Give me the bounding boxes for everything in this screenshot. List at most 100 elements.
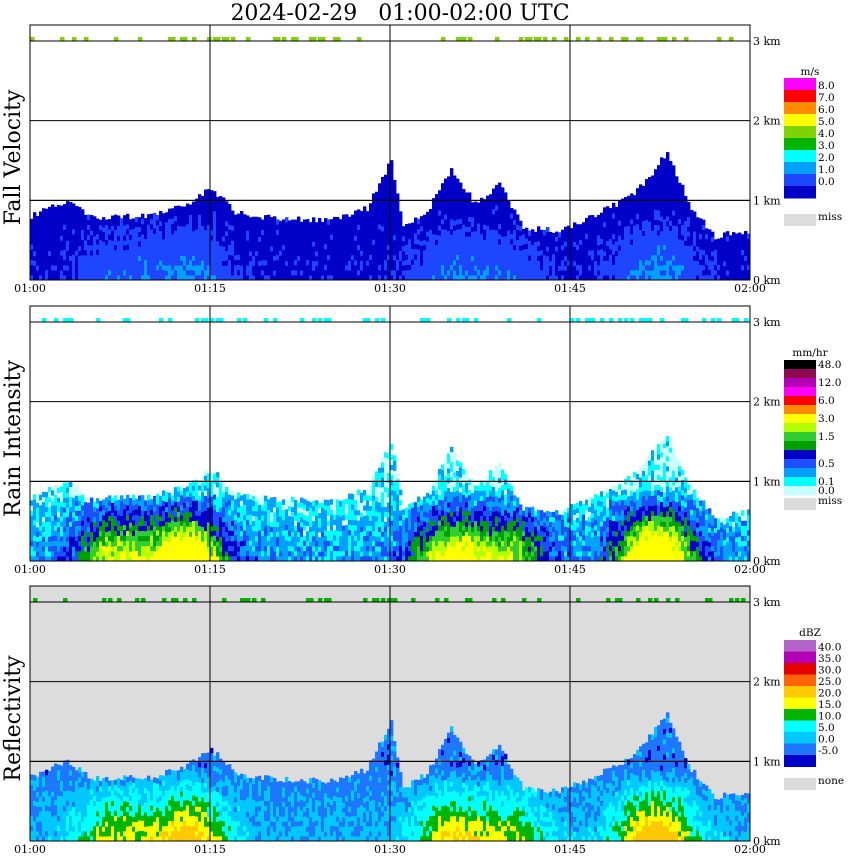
data-cell [39,245,43,251]
data-cell [642,265,646,271]
data-cell [294,239,298,246]
data-cell [288,235,292,241]
data-cell [156,530,160,536]
data-cell [282,550,286,557]
data-cell [303,259,307,266]
data-cell [45,213,49,220]
data-cell [96,223,100,230]
data-cell [612,207,616,214]
data-cell [663,259,667,266]
data-cell [117,220,121,226]
data-cell [96,517,100,523]
data-cell [204,515,208,522]
data-cell [165,270,169,276]
data-cell [741,274,745,281]
data-cell [435,199,439,205]
data-cell [513,269,517,276]
data-cell [720,264,724,270]
data-cell [354,260,358,266]
data-cell [393,254,397,261]
data-cell [135,498,139,505]
data-cell [447,205,451,212]
data-cell [72,541,76,547]
data-cell [210,250,214,256]
data-cell [213,488,217,495]
data-cell [264,520,268,527]
data-cell [96,259,100,266]
data-cell [513,219,517,226]
data-cell [324,525,328,531]
data-cell [234,514,238,520]
data-cell [609,233,613,240]
data-cell [153,228,157,234]
data-cell [231,255,235,261]
data-cell [87,541,91,547]
data-cell [639,259,643,266]
data-cell [591,255,595,261]
data-cell [330,550,334,557]
data-cell [597,244,601,251]
data-cell [447,201,451,207]
data-cell [69,526,73,532]
data-cell [330,259,334,266]
data-cell [699,274,703,281]
data-cell [222,275,226,281]
data-cell [609,259,613,265]
data-cell [537,226,541,232]
data-cell [219,531,223,537]
data-cell [222,265,226,271]
data-cell [123,519,127,526]
data-cell [297,541,301,547]
data-cell [60,526,64,532]
data-cell [483,264,487,271]
data-cell [210,275,214,281]
data-cell [153,551,157,557]
data-cell [414,264,418,270]
data-cell [48,260,52,266]
data-cell [504,270,508,276]
data-cell [69,241,73,247]
data-cell [189,259,193,266]
data-cell [744,250,748,256]
data-cell [162,274,166,281]
data-cell [111,526,115,533]
data-cell [138,246,142,252]
data-cell [138,260,142,266]
data-cell [66,235,70,241]
data-cell [441,183,445,189]
data-cell [558,265,562,271]
data-cell [324,249,328,255]
data-cell [114,550,118,557]
data-cell [249,540,253,546]
data-cell [45,269,49,276]
data-cell [234,259,238,266]
data-cell [729,260,733,266]
data-cell [96,536,100,543]
data-cell [240,235,244,241]
data-cell [63,526,67,533]
data-cell [234,550,238,557]
data-cell [429,244,433,250]
legend-swatch [784,126,816,139]
data-cell [468,241,472,247]
data-cell [249,555,253,562]
data-cell [108,555,112,562]
data-cell [318,536,322,543]
data-cell [342,269,346,276]
data-cell [324,530,328,536]
data-cell [384,229,388,236]
data-cell [582,246,586,252]
data-cell [384,219,388,226]
data-cell [162,264,166,271]
data-cell [285,251,289,257]
data-cell [495,264,499,271]
data-cell [84,235,88,241]
data-cell [162,259,166,265]
data-cell [123,275,127,281]
data-cell [294,234,298,241]
data-cell [285,222,289,228]
data-cell [39,504,43,511]
data-cell [636,244,640,250]
data-cell [111,556,115,562]
data-cell [150,213,154,220]
